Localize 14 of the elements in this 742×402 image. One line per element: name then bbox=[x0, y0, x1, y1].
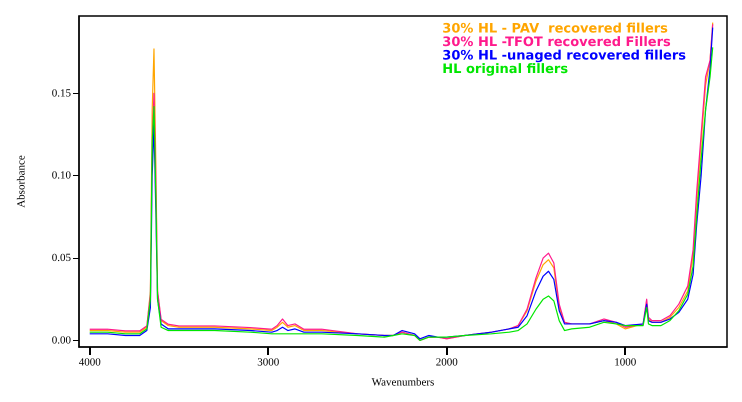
text: 30% HL -TFOT recovered Fillers bbox=[442, 35, 672, 50]
y-axis-title: Absorbance bbox=[16, 155, 28, 208]
x-tick-label: 3000 bbox=[257, 356, 280, 368]
x-tick-label: 2000 bbox=[436, 356, 458, 368]
y-tick-label: 0.00 bbox=[52, 334, 72, 346]
text: HL original fillers bbox=[442, 62, 568, 77]
text: 30% HL - PAV recovered fillers bbox=[442, 22, 668, 36]
x-axis-title: Wavenumbers bbox=[372, 376, 434, 388]
y-tick-label: 0.10 bbox=[52, 170, 72, 182]
x-tick-label: 4000 bbox=[78, 356, 102, 368]
y-tick-label: 0.15 bbox=[52, 87, 72, 100]
y-tick-label: 0.05 bbox=[52, 252, 72, 264]
x-tick-label: 1000 bbox=[614, 356, 637, 368]
series-label: 30% HL -unaged recovered fillers bbox=[442, 48, 686, 64]
